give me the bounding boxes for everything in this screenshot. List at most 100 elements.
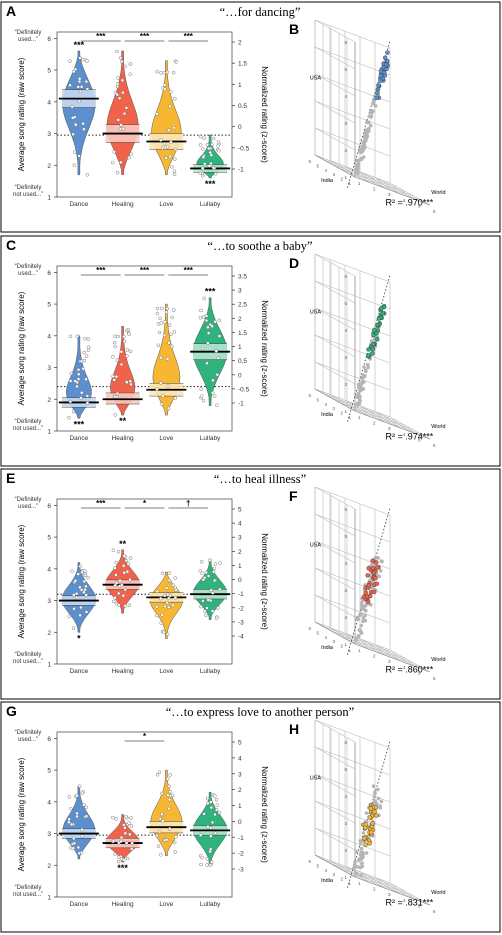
scatter-point: [370, 562, 375, 567]
data-point: [156, 844, 161, 849]
anchor-line: “Definitely: [15, 264, 42, 270]
data-point: [86, 348, 91, 352]
data-point: [80, 57, 85, 62]
tick-label: 6: [308, 859, 311, 864]
data-point: [115, 92, 120, 97]
data-point: [120, 59, 124, 64]
scatter-point-highlight: [379, 306, 384, 311]
data-point: [202, 136, 206, 141]
data-point: [79, 605, 83, 610]
scatter-point: [356, 634, 361, 638]
data-point: [164, 310, 169, 314]
grid-line: [329, 160, 371, 183]
tick-label: 5: [316, 397, 319, 402]
grid-line: [314, 486, 356, 510]
axis-label-world: World: [431, 657, 445, 663]
data-point: [111, 355, 115, 359]
data-point: [155, 387, 159, 391]
data-point: [173, 96, 177, 101]
data-point: [198, 134, 203, 139]
data-point: [125, 569, 130, 574]
data-point: [157, 770, 162, 775]
axis-edge: [354, 876, 431, 906]
data-point: [206, 341, 210, 345]
y2-axis-label: Normalized rating (z-score): [260, 533, 269, 630]
data-point: [82, 590, 86, 595]
significance-label: **: [119, 539, 127, 549]
panel-frame: [0, 235, 501, 467]
data-point: [75, 793, 79, 798]
scatter-point: [364, 369, 368, 374]
tick-label: 4: [344, 328, 347, 333]
data-point: [155, 306, 160, 311]
grid-line: [329, 627, 371, 650]
data-point: [85, 87, 90, 91]
significance-label: ***: [205, 179, 216, 189]
data-point: [214, 616, 219, 621]
grid-line: [329, 860, 371, 883]
data-point: [209, 800, 213, 804]
data-point: [127, 603, 132, 608]
data-point: [77, 154, 81, 158]
scatter-point: [354, 850, 359, 854]
x-tick-label: Dance: [69, 435, 88, 442]
grid-line: [314, 513, 391, 543]
data-point: [163, 83, 167, 87]
data-point: [160, 812, 164, 817]
data-point: [77, 784, 82, 788]
grid-line: [314, 280, 356, 304]
data-point: [78, 585, 82, 590]
scatter-point: [355, 394, 360, 399]
data-point: [163, 87, 167, 91]
data-point: [84, 79, 89, 84]
data-point: [210, 591, 215, 595]
y-tick-label: 4: [47, 99, 51, 106]
scatter-point-highlight: [375, 337, 380, 342]
tick-label: 3: [344, 821, 347, 826]
scatter-point: [361, 852, 365, 856]
data-point: [130, 847, 134, 851]
grid-line: [314, 361, 391, 391]
violin-body: [62, 785, 95, 860]
data-point: [85, 59, 89, 63]
tick-label: 6: [433, 909, 436, 914]
data-point: [118, 127, 123, 131]
data-point: [129, 824, 134, 828]
data-point: [85, 394, 90, 398]
violin-lullaby: [190, 792, 231, 867]
x-tick-label: Lullaby: [200, 435, 221, 442]
data-point: [71, 132, 75, 137]
y-tick-label: 1: [47, 429, 51, 436]
tick-label: 3: [344, 121, 347, 126]
data-point: [67, 820, 71, 824]
tick-label: 2: [373, 887, 376, 892]
data-point: [163, 320, 167, 324]
data-point: [201, 166, 205, 171]
scatter-point-highlight: [366, 353, 371, 358]
scatter-point-highlight: [384, 66, 389, 72]
scatter-point-highlight: [368, 590, 374, 595]
y2-tick-label: 0: [238, 124, 242, 131]
x-tick-label: Love: [159, 435, 173, 442]
y2-tick-label: 4: [238, 521, 242, 528]
tick-label: 6: [344, 274, 347, 279]
data-point: [70, 569, 74, 573]
data-point: [81, 121, 85, 126]
data-point: [206, 801, 210, 806]
scatter-point-highlight: [368, 806, 373, 811]
data-point: [116, 855, 121, 859]
data-point: [210, 820, 215, 825]
y2-tick-label: 1: [238, 82, 242, 89]
scatter-point: [378, 806, 383, 810]
tick-label: 1: [348, 881, 351, 886]
data-point: [115, 49, 119, 54]
data-point: [163, 604, 167, 609]
scatter-point: [361, 831, 366, 835]
data-point: [76, 367, 81, 372]
data-point: [156, 322, 161, 326]
data-point: [77, 372, 81, 377]
bottom-anchor-label: “Definitely not used...”: [13, 419, 43, 432]
data-point: [156, 343, 161, 348]
anchor-line: not used...”: [13, 659, 43, 665]
